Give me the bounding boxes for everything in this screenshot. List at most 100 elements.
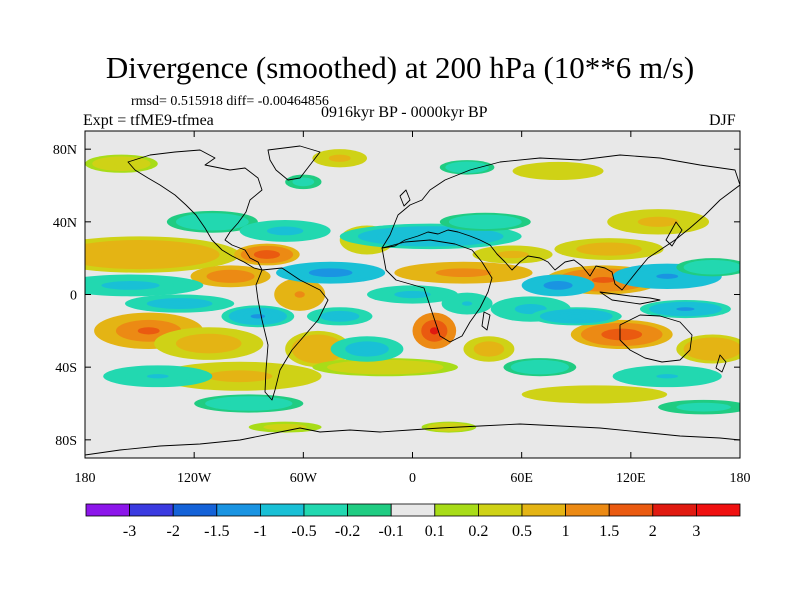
- plot-title: Divergence (smoothed) at 200 hPa (10**6 …: [105, 50, 695, 85]
- colorbar-label: 0.2: [468, 523, 488, 540]
- colorbar-label: 0.1: [425, 523, 445, 540]
- anomaly-region: [367, 285, 458, 304]
- season-label: DJF: [709, 112, 736, 129]
- contour-level: [114, 161, 129, 166]
- colorbar-label: -0.5: [291, 523, 316, 540]
- colorbar-label: -1: [254, 523, 267, 540]
- contour-level: [598, 246, 620, 252]
- anomaly-region: [194, 394, 304, 413]
- lon-tick-label: 60E: [510, 471, 533, 486]
- contour-level: [334, 156, 346, 161]
- anomaly-region: [463, 336, 515, 362]
- anomaly-region: [285, 174, 322, 190]
- contour-level: [319, 270, 342, 275]
- anomaly-region: [190, 265, 271, 288]
- lon-tick-label: 180: [75, 471, 96, 486]
- contour-level: [461, 301, 473, 306]
- anomaly-region: [154, 327, 264, 360]
- contour-level: [548, 169, 568, 173]
- contour-level: [550, 283, 566, 288]
- colorbar-label: 0.5: [512, 523, 532, 540]
- colorbar-swatch: [172, 503, 218, 517]
- colorbar-swatch: [85, 503, 130, 517]
- anomaly-region: [85, 154, 158, 173]
- anomaly-region: [312, 358, 458, 377]
- contour-level: [197, 340, 220, 347]
- indonesia-coast: [599, 291, 661, 305]
- anomaly-region: [439, 212, 531, 231]
- anomaly-region: [234, 243, 300, 266]
- colorbar-swatch: [129, 503, 174, 517]
- contour-level: [119, 250, 160, 259]
- lon-tick-label: 0: [409, 471, 416, 486]
- colorbar-swatch: [608, 503, 654, 517]
- colorbar-label: -0.2: [335, 523, 360, 540]
- anomaly-region: [441, 292, 493, 315]
- experiment-label: Expt = tfME9-tfmea: [83, 112, 214, 129]
- lat-tick-label: 80S: [55, 434, 77, 449]
- antarctica-coast: [85, 423, 740, 456]
- anomaly-region: [103, 365, 213, 388]
- contour-level: [370, 365, 400, 369]
- contour-level: [412, 233, 449, 239]
- contour-level: [567, 314, 586, 319]
- anomaly-region: [394, 261, 533, 284]
- africa-coast: [381, 239, 493, 343]
- north-america-coast: [127, 149, 263, 271]
- anomaly-region: [239, 220, 331, 242]
- coastlines: [85, 145, 740, 456]
- contour-level: [137, 327, 160, 335]
- anomaly-region: [125, 294, 235, 313]
- colorbar-swatch: [434, 503, 479, 517]
- contour-level: [223, 373, 257, 380]
- anomaly-region: [512, 161, 604, 181]
- britain-coast: [399, 189, 411, 207]
- australia-coast: [619, 314, 693, 363]
- lon-tick-label: 120E: [616, 471, 646, 486]
- anomaly-region: [503, 358, 577, 377]
- colorbar-label: 1: [562, 523, 570, 540]
- colorbar-swatch: [521, 503, 566, 517]
- contour-level: [277, 426, 293, 429]
- period-label: 0916kyr BP - 0000kyr BP: [321, 104, 488, 121]
- contour-level: [705, 346, 720, 352]
- colorbar-swatch: [303, 503, 348, 517]
- contour-level: [237, 401, 260, 406]
- anomaly-region: [676, 258, 740, 277]
- anomaly-region: [285, 330, 351, 368]
- new-zealand-coast: [715, 354, 727, 373]
- contour-level: [611, 331, 632, 338]
- contour-level: [656, 273, 679, 279]
- colorbar-swatch: [390, 503, 436, 517]
- anomaly-region: [276, 261, 386, 284]
- greenland-coast: [267, 145, 321, 181]
- contour-level: [276, 228, 295, 234]
- lon-tick-label: 180: [730, 471, 751, 486]
- contour-level: [168, 301, 191, 306]
- contour-level: [579, 392, 609, 397]
- colorbar-swatch: [347, 503, 392, 517]
- contour-level: [449, 270, 478, 275]
- anomaly-region: [658, 399, 740, 415]
- contour-level: [260, 252, 274, 257]
- anomaly-region: [439, 160, 495, 175]
- anomaly-region: [612, 365, 722, 388]
- contour-level: [522, 306, 539, 312]
- colorbar-swatch: [565, 503, 610, 517]
- contour-level: [115, 283, 146, 288]
- colorbar-label: -2: [167, 523, 180, 540]
- anomaly-region: [166, 210, 258, 233]
- south-america-coast: [255, 267, 329, 401]
- colorbar-label: -1.5: [204, 523, 229, 540]
- anomaly-region: [330, 336, 404, 362]
- lat-tick-label: 40S: [55, 361, 77, 376]
- anomaly-region: [554, 238, 664, 260]
- contour-level: [461, 165, 473, 169]
- contour-level: [333, 314, 347, 319]
- anomaly-region: [570, 319, 673, 349]
- contour-level: [705, 265, 720, 270]
- colorbar-label: 1.5: [599, 523, 619, 540]
- colorbar-label: -0.1: [379, 523, 404, 540]
- contour-level: [429, 327, 439, 335]
